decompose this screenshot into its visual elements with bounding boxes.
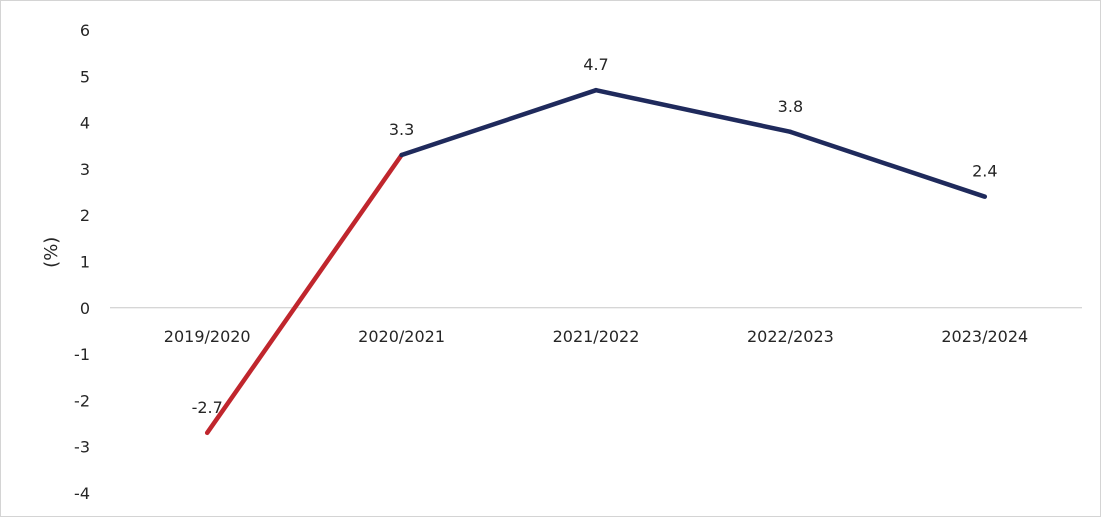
data-label: -2.7	[192, 398, 223, 417]
series-segment	[788, 129, 988, 199]
y-tick-label: 1	[80, 253, 90, 272]
x-category-label: 2023/2024	[941, 327, 1028, 346]
data-label: 3.8	[778, 97, 803, 116]
data-label: 2.4	[972, 162, 997, 181]
y-tick-label: -4	[74, 484, 90, 503]
x-axis-categories: 2019/2020 2020/2021 2021/2022 2022/2023 2023…	[164, 327, 1028, 346]
x-category-label: 2019/2020	[164, 327, 251, 346]
series-segment	[593, 87, 793, 135]
x-category-label: 2022/2023	[747, 327, 834, 346]
y-axis-label: (%)	[41, 237, 62, 268]
series-segment	[204, 152, 404, 436]
y-tick-label: 3	[80, 160, 90, 179]
y-tick-label: 2	[80, 206, 90, 225]
x-category-label: 2021/2022	[553, 327, 640, 346]
y-axis-ticks: 6 5 4 3 2 1 0 -1 -2 -3 -4	[74, 21, 90, 503]
x-category-label: 2020/2021	[358, 327, 445, 346]
y-tick-label: -3	[74, 438, 90, 457]
y-tick-label: 4	[80, 114, 90, 133]
series-lines	[204, 87, 988, 436]
y-tick-label: -2	[74, 391, 90, 410]
data-label: 3.3	[389, 120, 414, 139]
y-tick-label: 5	[80, 67, 90, 86]
y-tick-label: -1	[74, 345, 90, 364]
series-segment	[399, 87, 599, 158]
y-tick-label: 6	[80, 21, 90, 40]
y-tick-label: 0	[80, 299, 90, 318]
data-label: 4.7	[583, 55, 608, 74]
data-labels: -2.7 3.3 4.7 3.8 2.4	[192, 55, 998, 417]
